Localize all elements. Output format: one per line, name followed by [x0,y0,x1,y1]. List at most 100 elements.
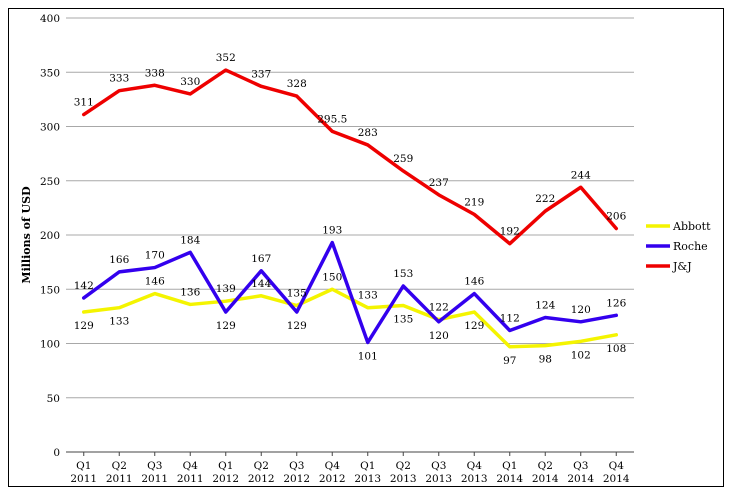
series-lines [82,68,618,349]
legend-label: Roche [673,240,708,253]
data-label: 337 [251,68,271,80]
data-label: 129 [464,320,484,332]
data-label: 328 [287,78,307,90]
legend-label: Abbott [672,220,711,233]
data-label: 108 [606,343,626,355]
x-tick-label-quarter: Q4 [325,460,341,472]
data-label: 133 [109,316,129,328]
data-label: 146 [145,276,165,288]
data-label: 135 [287,288,307,300]
x-tick-label-quarter: Q1 [502,460,517,472]
data-label: 283 [358,127,378,139]
series-line-abbott [82,287,618,349]
data-label: 333 [109,73,129,85]
data-label: 135 [393,314,413,326]
data-label: 206 [606,210,626,222]
data-labels: 129 133 146 136 144 150 133 135 129 97 98 102 108 142… [74,52,627,367]
data-label: 352 [216,52,236,64]
x-tick-label-quarter: Q1 [218,460,233,472]
x-tick-label-year: 2012 [319,473,346,485]
x-tick-label-year: 2013 [461,473,488,485]
x-tick-label-quarter: Q4 [467,460,483,472]
legend-label: J&J [672,260,692,273]
x-tick-labels: Q12011Q22011Q32011Q42011Q12012Q22012Q320… [70,460,630,485]
data-label: 124 [535,299,555,311]
y-tick-label: 300 [40,122,60,134]
gridlines [66,17,634,456]
x-tick-label-quarter: Q1 [76,460,91,472]
data-label: 102 [571,349,591,361]
data-label: 184 [180,234,200,246]
x-tick-label-year: 2011 [70,473,97,485]
x-tick-label-quarter: Q2 [396,460,411,472]
data-label: 98 [539,354,552,366]
x-tick-label-year: 2012 [283,473,310,485]
y-tick-label: 0 [53,447,60,459]
data-label: 120 [429,330,449,342]
series-line-roche [82,240,618,345]
data-label: 193 [322,225,342,237]
data-label: 330 [180,76,200,88]
data-label: 129 [216,320,236,332]
x-tick-label-year: 2013 [354,473,381,485]
x-tick-label-quarter: Q2 [254,460,269,472]
x-tick-label-year: 2012 [248,473,275,485]
data-label: 222 [535,193,555,205]
data-label: 170 [145,250,165,262]
y-axis-title: Millions of USD [20,186,33,284]
data-label: 259 [393,153,413,165]
x-tick-label-year: 2014 [567,473,594,485]
data-label: 133 [358,290,378,302]
x-tick-label-year: 2011 [177,473,204,485]
data-label: 136 [180,286,200,298]
data-label: 338 [145,67,165,79]
y-tick-label: 150 [40,284,60,296]
data-label: 139 [216,283,236,295]
data-label: 97 [503,355,516,367]
y-tick-label: 400 [40,13,60,25]
x-tick-label-quarter: Q3 [147,460,162,472]
x-tick-label-year: 2014 [532,473,559,485]
data-label: 146 [464,276,484,288]
data-label: 120 [571,304,591,316]
data-label: 122 [429,302,449,314]
x-tick-label-year: 2013 [390,473,417,485]
data-label: 101 [358,350,378,362]
data-label: 219 [464,196,484,208]
legend: Abbott Roche J&J [646,220,711,273]
data-label: 244 [571,169,591,181]
y-tick-label: 50 [47,393,60,405]
y-tick-label: 100 [40,339,60,351]
y-tick-label: 350 [40,67,60,79]
x-tick-label-quarter: Q2 [538,460,553,472]
x-tick-label-quarter: Q1 [360,460,375,472]
x-tick-label-quarter: Q4 [609,460,625,472]
x-tick-label-year: 2012 [212,473,239,485]
y-tick-label: 250 [40,176,60,188]
y-tick-labels: 0 50 100 150 200 250 300 350 400 [40,13,60,459]
data-label: 167 [251,253,271,265]
x-tick-label-quarter: Q3 [289,460,304,472]
data-label: 129 [74,320,94,332]
data-label: 129 [287,320,307,332]
data-label: 142 [74,280,94,292]
series-line-jj [82,68,618,246]
data-label: 150 [322,271,342,283]
data-label: 153 [393,268,413,280]
data-label: 237 [429,177,449,189]
data-label: 144 [251,278,271,290]
x-tick-label-quarter: Q4 [183,460,199,472]
data-label: 295.5 [317,113,347,125]
x-tick-label-year: 2014 [603,473,630,485]
data-label: 311 [74,97,94,109]
x-tick-label-year: 2011 [106,473,133,485]
x-tick-label-year: 2013 [425,473,452,485]
data-label: 126 [606,297,626,309]
x-tick-label-year: 2014 [496,473,523,485]
x-tick-label-quarter: Q3 [573,460,588,472]
data-label: 192 [500,226,520,238]
x-tick-label-quarter: Q2 [112,460,127,472]
data-label: 112 [500,312,520,324]
x-tick-label-year: 2011 [141,473,168,485]
